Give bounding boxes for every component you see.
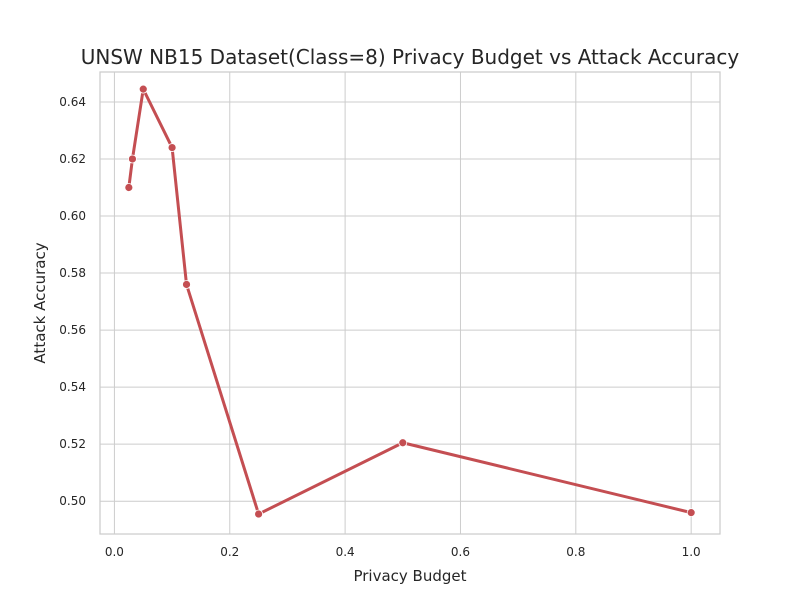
- data-point: [167, 143, 177, 152]
- y-tick-label: 0.52: [59, 437, 86, 451]
- chart-title: UNSW NB15 Dataset(Class=8) Privacy Budge…: [81, 45, 740, 69]
- x-tick-label: 0.0: [105, 545, 124, 559]
- y-tick-label: 0.64: [59, 95, 86, 109]
- plot-frame: [99, 71, 721, 535]
- series-line: [127, 87, 693, 516]
- y-axis-label: Attack Accuracy: [31, 242, 49, 363]
- data-point: [254, 509, 264, 519]
- y-tick-label: 0.58: [59, 266, 86, 280]
- x-tick-label: 0.8: [566, 545, 585, 559]
- data-point: [398, 438, 408, 448]
- y-tick-label: 0.60: [59, 209, 86, 223]
- y-axis-ticks: 0.50 0.52 0.54 0.56 0.58 0.60 0.62 0.64: [59, 95, 86, 508]
- data-point: [686, 508, 696, 518]
- series: [124, 84, 696, 519]
- y-tick-label: 0.56: [59, 323, 86, 337]
- x-tick-label: 0.6: [451, 545, 470, 559]
- x-tick-label: 0.4: [336, 545, 355, 559]
- data-point: [124, 183, 134, 192]
- x-tick-label: 1.0: [682, 545, 701, 559]
- data-point: [128, 154, 137, 164]
- y-tick-label: 0.50: [59, 494, 86, 508]
- data-point: [182, 280, 191, 289]
- y-tick-label: 0.54: [59, 380, 86, 394]
- data-point: [138, 84, 148, 94]
- x-axis-label: Privacy Budget: [353, 567, 466, 585]
- y-tick-label: 0.62: [59, 152, 86, 166]
- x-axis-ticks: 0.0 0.2 0.4 0.6 0.8 1.0: [105, 545, 701, 559]
- grid: [100, 72, 720, 534]
- x-tick-label: 0.2: [220, 545, 239, 559]
